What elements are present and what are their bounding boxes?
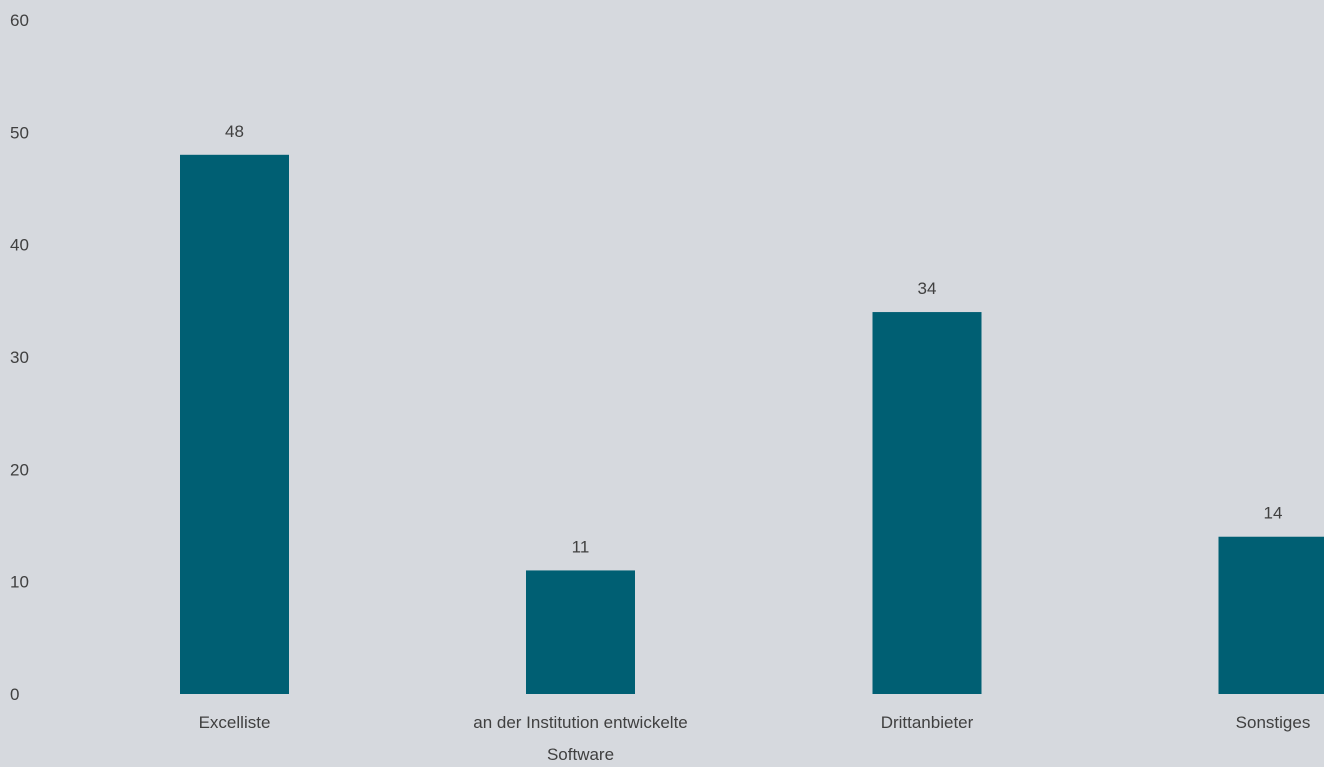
data-label: 14 (1264, 504, 1283, 523)
bar (526, 570, 635, 694)
y-tick-label: 20 (10, 460, 29, 479)
bar (180, 154, 289, 695)
category-label: an der Institution entwickelte (473, 713, 688, 732)
category-label: Excelliste (199, 713, 271, 732)
y-tick-label: 50 (10, 123, 29, 142)
data-label: 48 (225, 122, 244, 141)
bars-group (180, 154, 1324, 695)
y-tick-label: 30 (10, 348, 29, 367)
data-labels-group: 48 11 34 14 (225, 122, 1282, 557)
category-labels-group: Excelliste an der Institution entwickelte… (199, 713, 1311, 764)
y-tick-label: 0 (10, 685, 19, 704)
category-label: Software (547, 745, 614, 764)
y-tick-label: 10 (10, 573, 29, 592)
y-tick-label: 40 (10, 236, 29, 255)
y-axis-ticks: 0 10 20 30 40 50 60 (10, 11, 29, 704)
data-label: 34 (918, 279, 937, 298)
bar (872, 312, 982, 694)
category-label: Drittanbieter (881, 713, 974, 732)
y-tick-label: 60 (10, 11, 29, 30)
category-label: Sonstiges (1236, 713, 1311, 732)
bar (1218, 536, 1324, 694)
data-label: 11 (572, 537, 590, 556)
